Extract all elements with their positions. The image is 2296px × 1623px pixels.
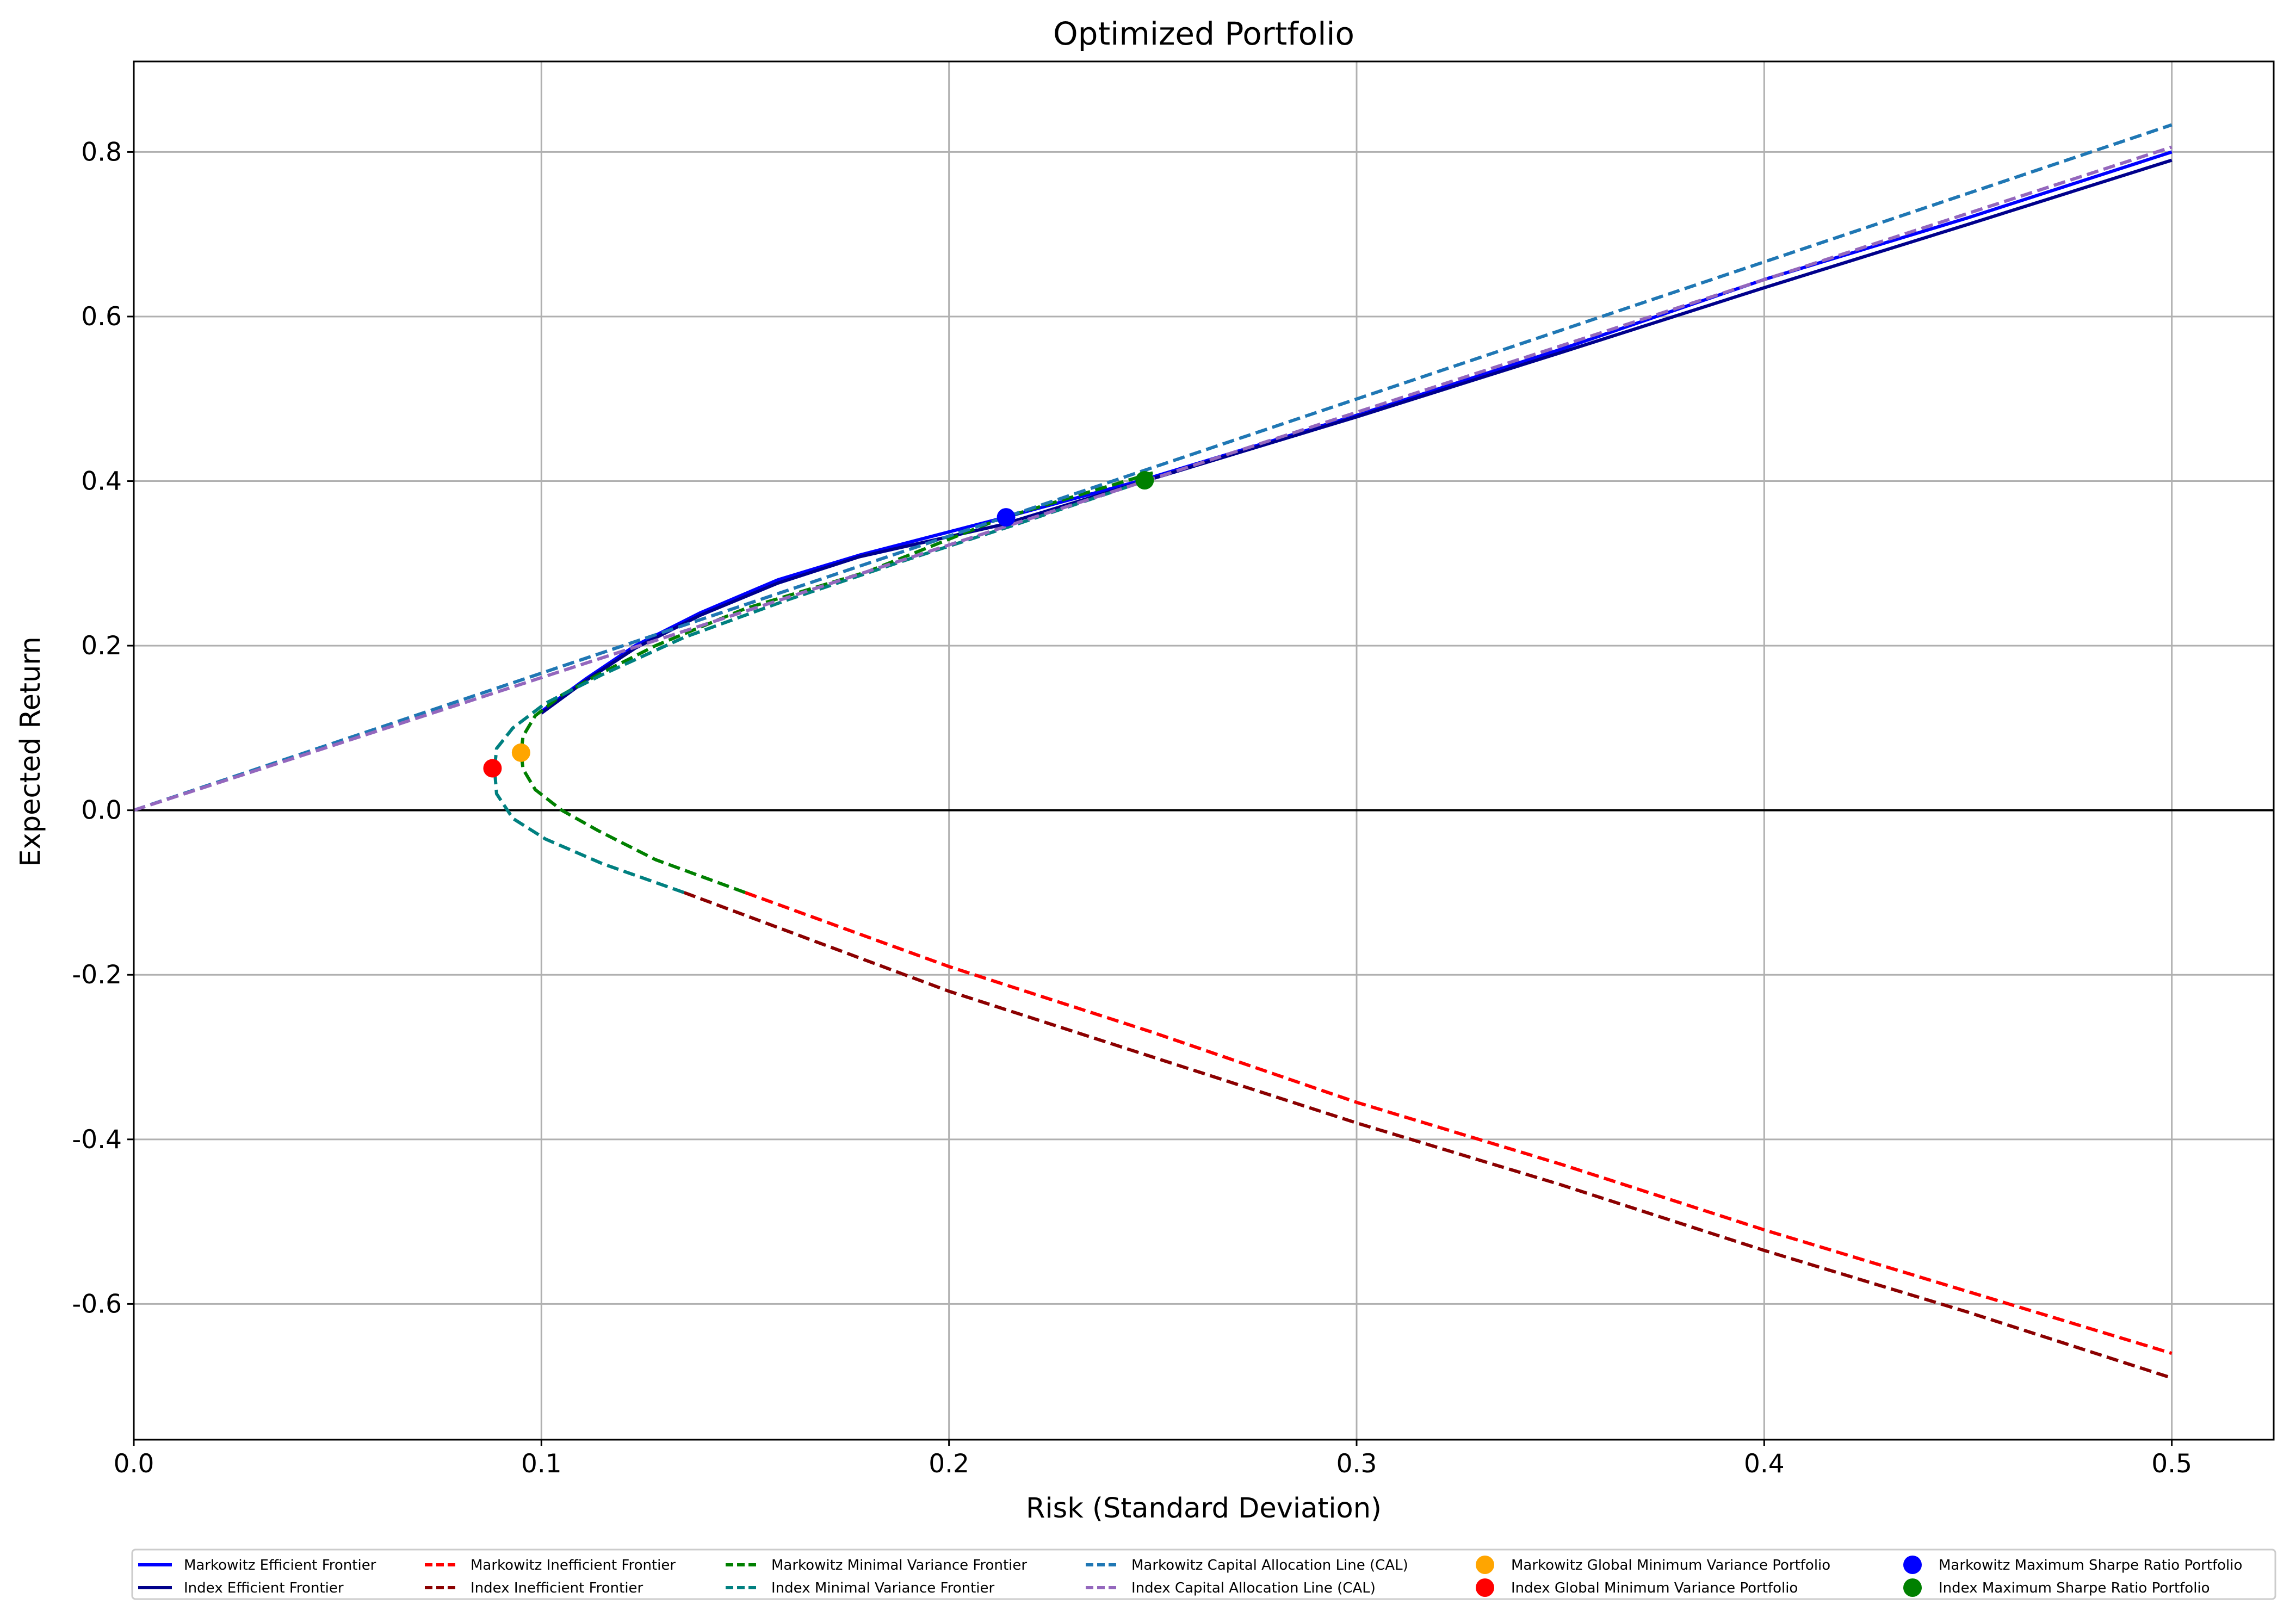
- plot-frame: [133, 60, 2275, 1441]
- y-tick-label: 0.8: [81, 137, 122, 167]
- point-markowitz-global-minimum-variance-portfolio: [511, 743, 530, 762]
- legend-swatch: [1903, 1578, 1922, 1597]
- x-tick-label: 0.2: [929, 1449, 969, 1479]
- y-tick-label: 0.6: [81, 302, 122, 332]
- legend-label: Markowitz Capital Allocation Line (CAL): [1131, 1557, 1408, 1574]
- series-markowitz-capital-allocation-line-cal: [133, 123, 2173, 812]
- legend-swatch: [1903, 1556, 1922, 1574]
- legend-swatch: [1476, 1556, 1494, 1574]
- series-markowitz-minimal-variance-frontier: [519, 471, 1154, 894]
- points-layer: [483, 471, 1154, 778]
- y-tick-label: -0.6: [72, 1289, 122, 1319]
- point-index-maximum-sharpe-ratio-portfolio: [1135, 471, 1154, 490]
- series-markowitz-inefficient-frontier: [744, 891, 2173, 1355]
- y-axis-ticks: -0.6 -0.4 -0.2 0.0 0.2 0.4 0.6 0.8: [72, 137, 134, 1319]
- legend-label: Markowitz Minimal Variance Frontier: [771, 1557, 1027, 1574]
- y-axis-label: Expected Return: [15, 636, 47, 866]
- x-tick-label: 0.0: [114, 1449, 154, 1479]
- x-tick-label: 0.3: [1336, 1449, 1377, 1479]
- legend-label: Index Efficient Frontier: [184, 1580, 344, 1596]
- legend-label: Markowitz Inefficient Frontier: [471, 1557, 676, 1574]
- legend-label: Index Minimal Variance Frontier: [771, 1580, 995, 1596]
- series-index-inefficient-frontier: [683, 891, 2173, 1380]
- legend-label: Index Capital Allocation Line (CAL): [1131, 1580, 1376, 1596]
- point-markowitz-maximum-sharpe-ratio-portfolio: [997, 508, 1016, 527]
- x-tick-label: 0.5: [2151, 1449, 2192, 1479]
- legend: Markowitz Efficient Frontier Index Effici…: [131, 1548, 2276, 1600]
- legend-label: Index Maximum Sharpe Ratio Portfolio: [1939, 1580, 2210, 1596]
- legend-frame: [131, 1548, 2276, 1600]
- y-tick-label: 0.2: [81, 631, 122, 661]
- series-layer: [133, 123, 2173, 1380]
- x-tick-label: 0.1: [521, 1449, 562, 1479]
- legend-label: Index Global Minimum Variance Portfolio: [1511, 1580, 1798, 1596]
- legend-label: Markowitz Maximum Sharpe Ratio Portfolio: [1939, 1557, 2242, 1574]
- x-axis-label: Risk (Standard Deviation): [1026, 1492, 1382, 1525]
- legend-label: Markowitz Efficient Frontier: [184, 1557, 376, 1574]
- x-tick-label: 0.4: [1744, 1449, 1785, 1479]
- chart-title: Optimized Portfolio: [1053, 15, 1354, 52]
- legend-label: Markowitz Global Minimum Variance Portfo…: [1511, 1557, 1830, 1574]
- point-index-global-minimum-variance-portfolio: [483, 759, 502, 778]
- legend-label: Index Inefficient Frontier: [471, 1580, 643, 1596]
- y-tick-label: 0.0: [81, 796, 122, 826]
- y-tick-label: 0.4: [81, 467, 122, 497]
- x-axis-ticks: 0.0 0.1 0.2 0.3 0.4 0.5: [114, 1440, 2192, 1479]
- y-tick-label: -0.2: [72, 960, 122, 990]
- series-index-minimal-variance-frontier: [493, 479, 1146, 894]
- legend-swatch: [1476, 1578, 1494, 1597]
- grid: [133, 61, 2274, 1440]
- y-tick-label: -0.4: [72, 1125, 122, 1155]
